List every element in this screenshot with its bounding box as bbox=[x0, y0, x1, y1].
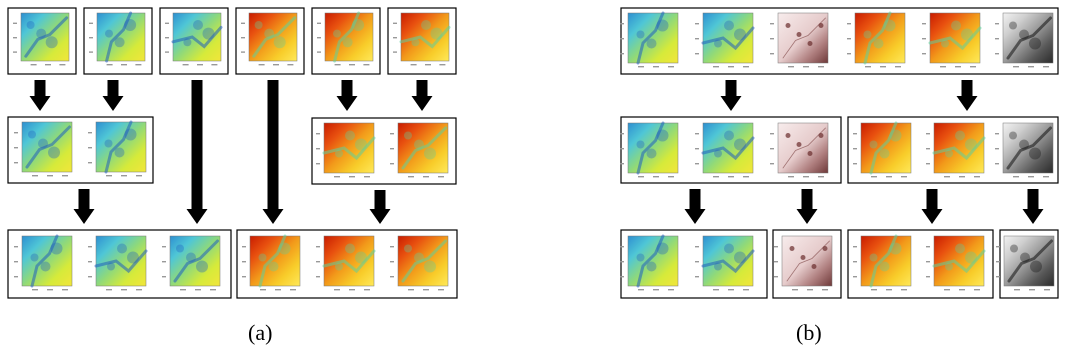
pink-heatmap-thumbnail bbox=[770, 12, 829, 68]
down-arrow bbox=[956, 80, 978, 111]
fire-heatmap-thumbnail bbox=[317, 11, 374, 66]
down-arrow bbox=[1022, 189, 1044, 224]
fire-heatmap-thumbnail bbox=[242, 234, 301, 291]
panel-b-bottom-box-2 bbox=[772, 229, 842, 299]
blue-heatmap-thumbnail bbox=[695, 122, 755, 178]
long-down-arrow bbox=[262, 80, 284, 224]
panel-b-top-box bbox=[620, 7, 1059, 75]
fire-heatmap-thumbnail bbox=[853, 234, 912, 291]
blue-heatmap-thumbnail bbox=[89, 11, 146, 66]
panel-b-bottom-box-3 bbox=[847, 229, 994, 299]
panel-a-bottom-right-box bbox=[236, 229, 458, 299]
panel-a-top-box-6 bbox=[387, 7, 457, 75]
long-down-arrow bbox=[186, 80, 208, 224]
fire-heatmap-thumbnail bbox=[390, 122, 449, 178]
fire-heatmap-thumbnail bbox=[847, 11, 906, 68]
blue-heatmap-thumbnail bbox=[695, 235, 755, 291]
down-arrow bbox=[336, 80, 358, 111]
blue-heatmap-thumbnail bbox=[695, 12, 755, 68]
gray-heatmap-thumbnail bbox=[996, 235, 1055, 291]
panel-a-mid-right-box bbox=[311, 117, 457, 185]
blue-heatmap-thumbnail bbox=[162, 235, 221, 291]
fire-heatmap-thumbnail bbox=[390, 235, 449, 291]
panel-a-top-box-4 bbox=[235, 7, 305, 75]
fire-heatmap-thumbnail bbox=[393, 12, 451, 66]
panel-a-mid-left-box bbox=[7, 116, 154, 184]
caption-a: (a) bbox=[248, 320, 273, 345]
panel-b-mid-left-box bbox=[620, 116, 842, 184]
down-arrow bbox=[921, 189, 943, 224]
down-arrow bbox=[369, 190, 391, 224]
fire-heatmap-thumbnail bbox=[241, 12, 298, 66]
fire-heatmap-thumbnail bbox=[922, 12, 982, 68]
down-arrow bbox=[684, 189, 706, 224]
fire-heatmap-thumbnail bbox=[316, 122, 376, 178]
pink-heatmap-thumbnail bbox=[770, 122, 829, 178]
blue-heatmap-thumbnail bbox=[14, 234, 73, 291]
panel-a bbox=[7, 7, 458, 299]
blue-heatmap-thumbnail bbox=[620, 121, 679, 178]
panel-a-top-box-3 bbox=[159, 7, 229, 75]
fire-heatmap-thumbnail bbox=[316, 235, 376, 291]
fire-heatmap-thumbnail bbox=[926, 122, 986, 178]
panel-b-mid-right-box bbox=[847, 116, 1059, 184]
blue-heatmap-thumbnail bbox=[88, 235, 148, 291]
down-arrow bbox=[102, 80, 124, 111]
down-arrow bbox=[720, 80, 742, 111]
blue-heatmap-thumbnail bbox=[620, 11, 679, 68]
blue-heatmap-thumbnail bbox=[13, 12, 70, 66]
blue-heatmap-thumbnail bbox=[88, 120, 147, 177]
fire-heatmap-thumbnail bbox=[853, 121, 912, 178]
panel-a-bottom-left-box bbox=[7, 229, 232, 299]
gray-heatmap-thumbnail bbox=[995, 122, 1054, 178]
pink-heatmap-thumbnail bbox=[774, 235, 833, 291]
down-arrow bbox=[796, 189, 818, 224]
panel-b-bottom-box-4 bbox=[999, 229, 1059, 299]
panel-a-top-box-5 bbox=[311, 7, 381, 75]
panel-a-top-box-2 bbox=[83, 7, 153, 75]
down-arrow bbox=[29, 80, 51, 111]
fire-heatmap-thumbnail bbox=[926, 235, 986, 291]
blue-heatmap-thumbnail bbox=[14, 121, 73, 177]
panel-b-bottom-box-1 bbox=[620, 229, 768, 299]
down-arrow bbox=[73, 189, 95, 224]
blue-heatmap-thumbnail bbox=[165, 12, 223, 66]
caption-b: (b) bbox=[796, 320, 822, 345]
panel-a-top-box-1 bbox=[7, 7, 77, 75]
down-arrow bbox=[411, 80, 433, 111]
gray-heatmap-thumbnail bbox=[995, 12, 1054, 68]
blue-heatmap-thumbnail bbox=[620, 234, 679, 291]
panel-b bbox=[620, 7, 1059, 299]
